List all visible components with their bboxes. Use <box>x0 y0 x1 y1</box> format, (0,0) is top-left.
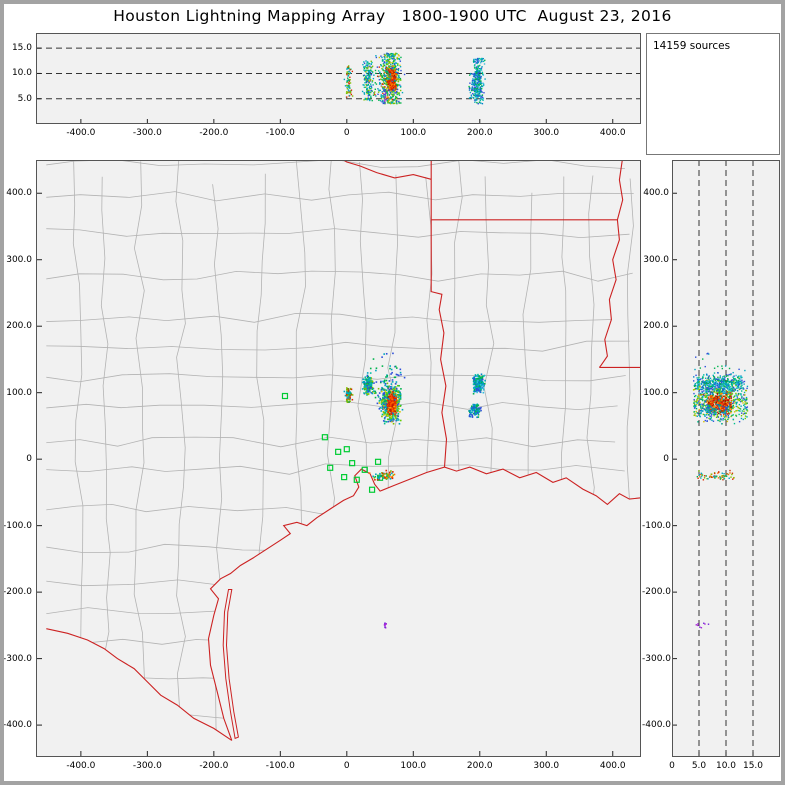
right-panel-background <box>672 160 780 757</box>
map-y-tick-label: 400.0 <box>6 188 32 199</box>
top-alt-tick-label: 5.0 <box>17 93 32 104</box>
top-x-tick-label: -400.0 <box>66 128 96 138</box>
map-background <box>36 160 641 757</box>
map-x-tick-label: -300.0 <box>132 761 162 771</box>
map-y-tick-label: -200.0 <box>2 587 32 598</box>
texas-louisiana-border <box>430 219 448 468</box>
right-y-tick-label: 0 <box>663 454 669 465</box>
station-marker <box>353 476 360 483</box>
map-x-tick-label: 200.0 <box>466 761 493 771</box>
figure-title: Houston Lightning Mapping Array 1800-190… <box>113 7 672 25</box>
state-borders <box>46 160 641 741</box>
top-x-tick-label: 0 <box>343 128 350 138</box>
map-y-tick-label: 200.0 <box>6 321 32 332</box>
sources-count-label: 14159 sources <box>653 40 731 52</box>
plan-view-map-panel[interactable] <box>36 160 641 757</box>
top-x-tick-label: -200.0 <box>199 128 229 138</box>
station-marker <box>321 434 328 441</box>
map-x-tick-label: -100.0 <box>265 761 295 771</box>
right-alt-tick-label: 10.0 <box>715 761 737 771</box>
sources-plan <box>343 352 486 629</box>
map-y-tick-label: -300.0 <box>2 653 32 664</box>
top-x-tick-label: 400.0 <box>599 128 626 138</box>
right-alt-tick-label: 0 <box>669 761 675 771</box>
panel-border <box>36 33 641 124</box>
right-alt-tick-label: 15.0 <box>742 761 764 771</box>
red-river-border <box>342 160 432 180</box>
map-y-tick-label: 0 <box>26 454 32 465</box>
map-y-tick-label: -400.0 <box>2 720 32 731</box>
station-marker <box>335 448 342 455</box>
map-x-tick-label: 100.0 <box>400 761 427 771</box>
top-x-tick-label: -300.0 <box>132 128 162 138</box>
map-x-tick-label: -200.0 <box>199 761 229 771</box>
top-x-tick-label: 300.0 <box>533 128 560 138</box>
panel-border <box>672 160 780 757</box>
right-alt-tick-label: 5.0 <box>691 761 707 771</box>
station-marker <box>341 474 348 481</box>
altitude-vs-eastwest-panel[interactable] <box>36 33 641 124</box>
right-y-tick-label: -100.0 <box>642 520 672 531</box>
station-marker <box>327 464 334 471</box>
station-marker <box>368 486 376 493</box>
coastline <box>207 466 641 741</box>
right-y-tick-label: -200.0 <box>642 587 672 598</box>
station-marker <box>361 466 368 473</box>
right-y-tick-label: -400.0 <box>642 720 672 731</box>
sources-alt-ew <box>343 52 486 105</box>
rio-grande-border <box>46 628 233 741</box>
map-x-tick-label: 300.0 <box>533 761 560 771</box>
barrier-island <box>222 589 239 740</box>
sources-info-box: 14159 sources <box>646 33 780 155</box>
top-panel-background <box>36 33 641 124</box>
map-x-tick-label: 0 <box>343 761 350 771</box>
station-marker <box>343 446 350 453</box>
sources-alt-ns <box>692 352 749 629</box>
map-x-tick-label: -400.0 <box>66 761 96 771</box>
right-y-tick-label: 400.0 <box>643 188 669 199</box>
top-x-tick-label: 100.0 <box>400 128 427 138</box>
panel-border <box>36 160 641 757</box>
top-x-tick-label: 200.0 <box>466 128 493 138</box>
station-marker <box>374 458 382 465</box>
map-x-tick-label: 400.0 <box>599 761 626 771</box>
mississippi-river-border <box>598 160 624 368</box>
station-marker <box>281 392 289 400</box>
map-y-tick-label: -100.0 <box>2 520 32 531</box>
top-alt-tick-label: 10.0 <box>11 68 32 79</box>
top-alt-tick-label: 15.0 <box>11 43 32 54</box>
right-y-tick-label: 200.0 <box>643 321 669 332</box>
right-y-tick-label: 300.0 <box>643 254 669 265</box>
top-x-tick-label: -100.0 <box>265 128 295 138</box>
map-y-tick-label: 300.0 <box>6 254 32 265</box>
right-y-tick-label: 100.0 <box>643 387 669 398</box>
station-marker <box>349 460 356 467</box>
altitude-vs-northsouth-panel[interactable] <box>672 160 780 757</box>
map-y-tick-label: 100.0 <box>6 387 32 398</box>
right-y-tick-label: -300.0 <box>642 653 672 664</box>
